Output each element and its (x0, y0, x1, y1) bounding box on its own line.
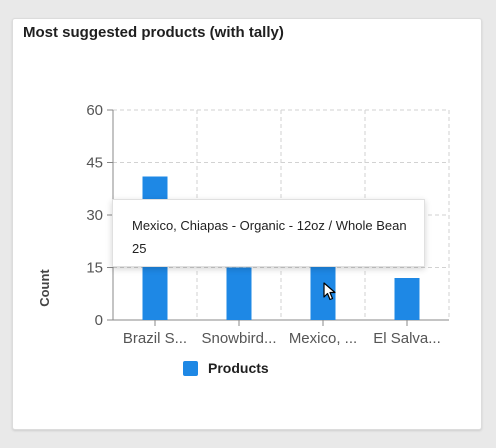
legend[interactable]: Products (183, 360, 269, 376)
bar-3 (394, 278, 420, 320)
x-tick-label: Mexico, ... (289, 330, 357, 347)
y-tick-label: 15 (86, 260, 103, 277)
y-axis-label: Count (37, 269, 52, 307)
y-tick-label: 30 (86, 207, 103, 224)
x-tick-label: Brazil S... (123, 330, 187, 347)
x-tick-label: El Salva... (373, 330, 441, 347)
tooltip-category: Mexico, Chiapas - Organic - 12oz / Whole… (132, 218, 407, 233)
bar-1 (226, 267, 252, 320)
legend-swatch (183, 360, 198, 376)
y-tick-label: 60 (86, 102, 103, 119)
legend-label: Products (208, 360, 269, 376)
chart-tooltip: Mexico, Chiapas - Organic - 12oz / Whole… (112, 199, 425, 267)
chart-title: Most suggested products (with tally) (23, 24, 284, 41)
x-tick-label: Snowbird... (201, 330, 276, 347)
y-tick-label: 45 (86, 155, 103, 172)
mouse-pointer-icon (323, 282, 336, 301)
y-tick-label: 0 (95, 312, 103, 329)
tooltip-value: 25 (132, 241, 147, 256)
